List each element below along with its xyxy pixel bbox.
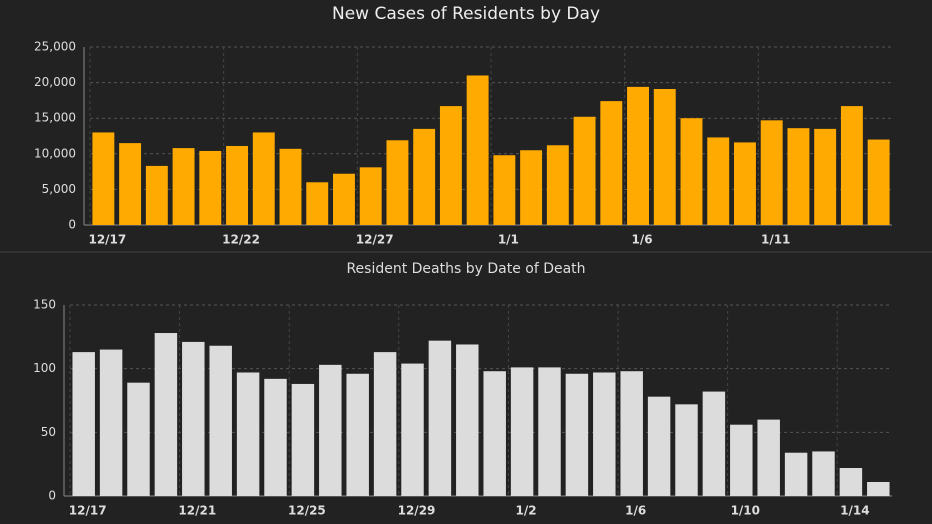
bar bbox=[538, 367, 561, 496]
bar bbox=[99, 349, 123, 496]
y-tick-label: 15,000 bbox=[34, 111, 76, 125]
bar bbox=[760, 120, 783, 225]
bar bbox=[439, 106, 462, 225]
bar bbox=[653, 89, 676, 226]
x-tick-label: 12/22 bbox=[222, 233, 260, 247]
bar bbox=[730, 424, 753, 496]
bar bbox=[734, 142, 756, 225]
y-tick-label: 20,000 bbox=[34, 75, 76, 89]
bar bbox=[172, 148, 195, 225]
bar bbox=[593, 372, 616, 496]
bar bbox=[565, 373, 589, 496]
bar bbox=[279, 148, 302, 225]
bar bbox=[483, 371, 506, 496]
bar bbox=[119, 143, 142, 225]
bar bbox=[456, 344, 479, 496]
bar bbox=[620, 371, 643, 496]
bar bbox=[840, 106, 863, 225]
bar bbox=[199, 150, 222, 225]
bar bbox=[182, 341, 205, 496]
x-tick-label: 1/1 bbox=[498, 233, 519, 247]
bar bbox=[675, 404, 698, 496]
x-tick-label: 12/25 bbox=[288, 504, 326, 518]
bar bbox=[784, 452, 808, 496]
bar bbox=[92, 132, 115, 225]
bar bbox=[264, 378, 287, 496]
bar bbox=[252, 132, 275, 225]
x-tick-label: 12/17 bbox=[69, 504, 107, 518]
bar bbox=[573, 116, 596, 225]
bar bbox=[466, 75, 489, 225]
bar bbox=[346, 373, 369, 496]
bar bbox=[127, 382, 150, 496]
x-tick-label: 1/6 bbox=[625, 504, 646, 518]
x-tick-label: 12/27 bbox=[356, 233, 394, 247]
x-tick-label: 1/11 bbox=[761, 233, 790, 247]
bar bbox=[546, 145, 569, 225]
bar bbox=[627, 86, 649, 225]
bar bbox=[680, 118, 703, 225]
bar bbox=[291, 383, 315, 496]
bar bbox=[647, 396, 671, 496]
y-tick-label: 50 bbox=[41, 425, 56, 439]
bar bbox=[520, 150, 543, 225]
x-tick-label: 12/17 bbox=[88, 233, 126, 247]
bar bbox=[359, 167, 382, 225]
bar bbox=[373, 352, 397, 496]
bar bbox=[209, 345, 232, 496]
bar bbox=[510, 367, 534, 496]
bar bbox=[319, 364, 342, 496]
chart-title: Resident Deaths by Date of Death bbox=[346, 261, 585, 277]
y-tick-label: 150 bbox=[33, 298, 56, 312]
bar bbox=[814, 128, 837, 225]
y-tick-label: 10,000 bbox=[34, 146, 76, 160]
bar bbox=[333, 173, 355, 225]
x-tick-label: 1/10 bbox=[731, 504, 760, 518]
bar bbox=[867, 481, 890, 496]
bar bbox=[386, 140, 409, 225]
bar bbox=[428, 340, 452, 496]
y-tick-label: 0 bbox=[48, 489, 56, 503]
bar bbox=[757, 419, 780, 496]
chart-title: New Cases of Residents by Day bbox=[332, 4, 600, 24]
bar bbox=[413, 128, 436, 225]
bar bbox=[702, 391, 726, 496]
bar bbox=[401, 363, 424, 496]
bar bbox=[812, 451, 835, 496]
bar bbox=[493, 155, 516, 225]
x-tick-label: 1/6 bbox=[631, 233, 652, 247]
bar bbox=[236, 372, 260, 496]
bar bbox=[867, 139, 890, 225]
bar bbox=[787, 128, 810, 225]
x-tick-label: 12/29 bbox=[398, 504, 436, 518]
y-tick-label: 0 bbox=[68, 218, 76, 232]
y-tick-label: 100 bbox=[33, 361, 56, 375]
bar bbox=[600, 101, 623, 225]
bar bbox=[839, 467, 863, 496]
bar bbox=[707, 137, 730, 225]
x-tick-label: 12/21 bbox=[178, 504, 216, 518]
y-tick-label: 5,000 bbox=[42, 182, 76, 196]
bar bbox=[72, 352, 95, 496]
bar bbox=[306, 182, 329, 225]
bar bbox=[226, 145, 248, 225]
bar bbox=[145, 165, 168, 225]
y-tick-label: 25,000 bbox=[34, 40, 76, 54]
x-tick-label: 1/14 bbox=[840, 504, 869, 518]
bar bbox=[154, 333, 178, 496]
x-tick-label: 1/2 bbox=[516, 504, 537, 518]
